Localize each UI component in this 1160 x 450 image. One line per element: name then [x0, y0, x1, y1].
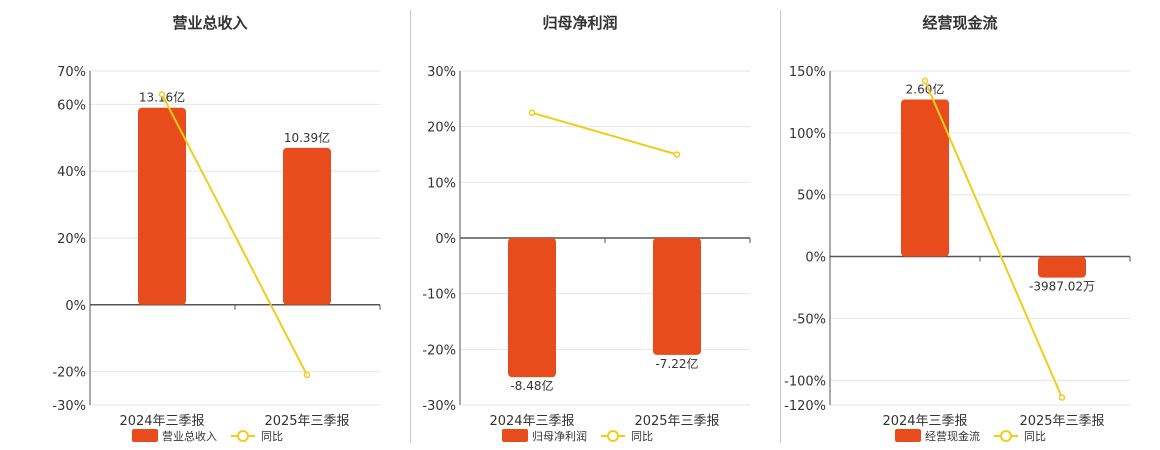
bar — [508, 238, 556, 378]
legend-bar-label: 归母净利润 — [532, 429, 587, 443]
bar-data-label: 10.39亿 — [284, 130, 330, 145]
y-tick-label: 0% — [805, 251, 826, 266]
x-category-label: 2025年三季报 — [264, 414, 349, 429]
legend-bar-label: 营业总收入 — [162, 429, 217, 443]
yoy-point — [528, 109, 536, 116]
yoy-point — [158, 91, 166, 98]
y-tick-label: 10% — [427, 176, 456, 191]
bar — [283, 147, 331, 305]
y-tick-label: 70% — [57, 65, 86, 80]
legend-line-label: 同比 — [1024, 430, 1046, 443]
chart-title: 经营现金流 — [922, 14, 997, 32]
x-category-label: 2024年三季报 — [882, 414, 967, 429]
yoy-point — [921, 77, 929, 85]
legend-line-marker — [237, 430, 249, 442]
legend-bar-swatch — [132, 429, 158, 442]
chart-title: 归母净利润 — [542, 14, 617, 32]
bar-data-label: -3987.02万 — [1029, 280, 1095, 294]
y-tick-label: -100% — [784, 374, 826, 389]
y-tick-label: 150% — [789, 65, 826, 80]
y-tick-label: 0% — [435, 232, 456, 247]
bar — [1038, 256, 1086, 278]
y-tick-label: 20% — [427, 121, 456, 136]
legend-bar-label: 经营现金流 — [925, 429, 980, 443]
x-category-label: 2024年三季报 — [119, 414, 204, 429]
y-tick-label: -120% — [784, 399, 826, 414]
y-tick-label: -30% — [52, 399, 86, 414]
legend-line-marker — [607, 430, 619, 442]
y-tick-label: 30% — [427, 65, 456, 80]
y-tick-label: 20% — [57, 232, 86, 247]
chart-title: 营业总收入 — [172, 14, 247, 32]
yoy-line — [161, 93, 308, 376]
legend-line-marker — [1000, 430, 1012, 442]
y-tick-label: 60% — [57, 98, 86, 113]
y-tick-label: -10% — [422, 288, 456, 303]
legend-bar-swatch — [502, 429, 528, 442]
bar-data-label: -8.48亿 — [510, 378, 553, 393]
yoy-line — [924, 80, 1063, 398]
yoy-point — [1058, 394, 1066, 401]
legend-line-label: 同比 — [261, 430, 283, 443]
x-category-label: 2024年三季报 — [489, 414, 574, 429]
panel-divider-2 — [780, 10, 781, 443]
panel-divider-1 — [410, 10, 411, 443]
y-tick-label: 50% — [797, 189, 826, 204]
y-tick-label: 0% — [65, 299, 86, 314]
y-tick-label: -20% — [52, 366, 86, 381]
y-tick-label: -50% — [792, 312, 826, 327]
bar-data-label: 2.60亿 — [906, 81, 945, 96]
bar — [901, 99, 949, 257]
bar-data-label: -7.22亿 — [655, 356, 698, 371]
x-category-label: 2025年三季报 — [1019, 414, 1104, 429]
y-tick-label: 100% — [789, 127, 826, 142]
yoy-line — [531, 111, 678, 156]
y-tick-label: 40% — [57, 165, 86, 180]
yoy-point — [673, 151, 681, 158]
yoy-point — [303, 371, 311, 379]
bar — [653, 238, 701, 355]
legend-line-label: 同比 — [631, 430, 653, 443]
y-tick-label: -20% — [422, 343, 456, 358]
y-tick-label: -30% — [422, 399, 456, 414]
x-category-label: 2025年三季报 — [634, 414, 719, 429]
bar — [138, 107, 186, 305]
legend-bar-swatch — [895, 429, 921, 442]
